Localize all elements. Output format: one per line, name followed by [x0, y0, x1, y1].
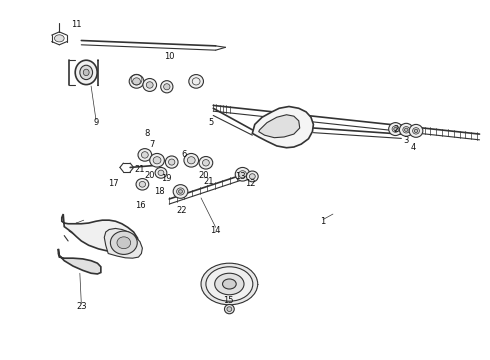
- Ellipse shape: [117, 237, 131, 249]
- Circle shape: [206, 267, 253, 301]
- Text: 20: 20: [198, 171, 209, 180]
- Ellipse shape: [129, 75, 144, 88]
- Text: 18: 18: [154, 187, 165, 196]
- Text: 1: 1: [320, 217, 326, 226]
- Text: 11: 11: [71, 19, 82, 28]
- Text: 4: 4: [411, 143, 416, 152]
- Ellipse shape: [143, 78, 157, 91]
- Text: 23: 23: [76, 302, 87, 311]
- Text: 6: 6: [181, 150, 187, 159]
- Ellipse shape: [199, 157, 213, 169]
- Ellipse shape: [249, 174, 255, 179]
- Ellipse shape: [409, 125, 423, 137]
- Text: 14: 14: [210, 226, 221, 235]
- Ellipse shape: [165, 156, 178, 168]
- Ellipse shape: [415, 129, 417, 132]
- Text: 3: 3: [404, 136, 409, 145]
- Ellipse shape: [164, 84, 170, 90]
- Ellipse shape: [147, 82, 153, 88]
- Text: 7: 7: [149, 140, 155, 149]
- Ellipse shape: [158, 170, 164, 176]
- Ellipse shape: [153, 157, 161, 164]
- Ellipse shape: [239, 171, 246, 178]
- Ellipse shape: [83, 69, 89, 76]
- Text: 21: 21: [135, 165, 145, 174]
- Ellipse shape: [136, 179, 149, 190]
- Ellipse shape: [75, 60, 97, 85]
- Ellipse shape: [80, 65, 93, 80]
- Text: 22: 22: [176, 206, 187, 215]
- Ellipse shape: [187, 157, 195, 164]
- Text: 20: 20: [145, 171, 155, 180]
- Ellipse shape: [405, 128, 408, 131]
- Ellipse shape: [184, 153, 198, 167]
- Text: 10: 10: [164, 52, 174, 61]
- Ellipse shape: [224, 305, 234, 314]
- Ellipse shape: [202, 159, 209, 166]
- Text: 17: 17: [108, 179, 119, 188]
- Ellipse shape: [142, 152, 148, 158]
- Ellipse shape: [178, 190, 182, 193]
- Ellipse shape: [139, 181, 146, 187]
- Text: 12: 12: [245, 179, 255, 188]
- Ellipse shape: [246, 171, 258, 182]
- Polygon shape: [58, 249, 101, 274]
- Ellipse shape: [403, 127, 410, 133]
- Text: 9: 9: [94, 118, 98, 127]
- Ellipse shape: [173, 185, 188, 198]
- Text: 13: 13: [235, 172, 245, 181]
- Ellipse shape: [161, 81, 173, 93]
- Ellipse shape: [155, 167, 167, 178]
- Polygon shape: [104, 228, 143, 258]
- Text: 8: 8: [145, 129, 150, 138]
- Polygon shape: [62, 214, 139, 253]
- Ellipse shape: [389, 123, 402, 135]
- Text: 5: 5: [208, 118, 214, 127]
- Circle shape: [215, 273, 244, 295]
- Ellipse shape: [189, 75, 203, 88]
- Text: 21: 21: [203, 177, 214, 186]
- Ellipse shape: [392, 126, 399, 132]
- Text: 2: 2: [394, 125, 399, 134]
- Ellipse shape: [227, 307, 232, 311]
- Text: 19: 19: [162, 174, 172, 183]
- Circle shape: [201, 263, 258, 305]
- Polygon shape: [252, 107, 314, 148]
- Polygon shape: [259, 115, 300, 138]
- Ellipse shape: [399, 123, 413, 136]
- Ellipse shape: [138, 149, 152, 161]
- Ellipse shape: [176, 188, 184, 195]
- Circle shape: [54, 35, 64, 42]
- Circle shape: [222, 279, 236, 289]
- Ellipse shape: [150, 153, 164, 167]
- Ellipse shape: [394, 127, 397, 131]
- Ellipse shape: [235, 167, 250, 181]
- Ellipse shape: [133, 78, 141, 85]
- Ellipse shape: [413, 128, 419, 134]
- Text: 15: 15: [222, 296, 233, 305]
- Text: 16: 16: [135, 201, 145, 210]
- Ellipse shape: [169, 159, 175, 165]
- Ellipse shape: [110, 231, 137, 255]
